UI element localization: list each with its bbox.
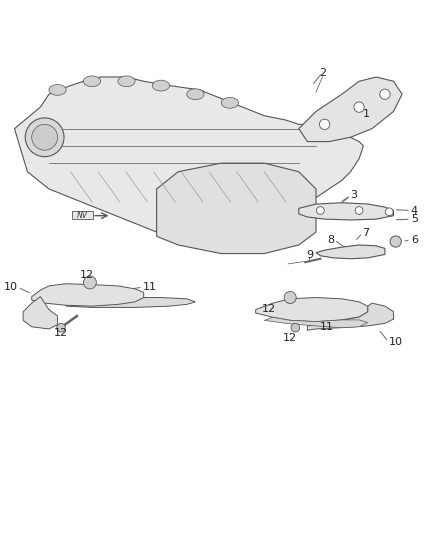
Text: NV: NV bbox=[77, 211, 88, 220]
Text: 10: 10 bbox=[389, 337, 403, 347]
Polygon shape bbox=[32, 284, 144, 306]
Polygon shape bbox=[14, 77, 364, 241]
Ellipse shape bbox=[49, 85, 66, 95]
Text: 12: 12 bbox=[283, 333, 297, 343]
FancyBboxPatch shape bbox=[72, 212, 93, 219]
Circle shape bbox=[385, 208, 393, 216]
Ellipse shape bbox=[187, 89, 204, 100]
Circle shape bbox=[319, 119, 330, 130]
Text: 12: 12 bbox=[54, 328, 68, 338]
Ellipse shape bbox=[83, 76, 101, 87]
Polygon shape bbox=[66, 297, 195, 308]
Ellipse shape bbox=[152, 80, 170, 91]
Polygon shape bbox=[157, 163, 316, 254]
Ellipse shape bbox=[32, 124, 57, 150]
Circle shape bbox=[284, 292, 296, 303]
Text: 4: 4 bbox=[411, 206, 418, 215]
Text: 1: 1 bbox=[363, 109, 370, 118]
Ellipse shape bbox=[221, 98, 238, 108]
Circle shape bbox=[390, 236, 401, 247]
Text: 10: 10 bbox=[4, 282, 18, 292]
Text: 12: 12 bbox=[80, 270, 94, 280]
Text: 12: 12 bbox=[262, 304, 276, 314]
Ellipse shape bbox=[118, 76, 135, 87]
Text: 2: 2 bbox=[319, 68, 326, 78]
Circle shape bbox=[355, 207, 363, 214]
Text: 11: 11 bbox=[143, 282, 157, 292]
Polygon shape bbox=[299, 77, 402, 142]
Circle shape bbox=[57, 324, 65, 332]
Text: 3: 3 bbox=[350, 190, 357, 200]
Polygon shape bbox=[256, 297, 367, 321]
Polygon shape bbox=[264, 317, 367, 328]
Text: 7: 7 bbox=[363, 228, 370, 238]
Circle shape bbox=[83, 276, 96, 289]
Polygon shape bbox=[23, 297, 57, 329]
Polygon shape bbox=[299, 203, 393, 220]
Text: 9: 9 bbox=[306, 250, 313, 260]
Text: 11: 11 bbox=[319, 322, 333, 332]
Text: 5: 5 bbox=[411, 214, 418, 224]
Ellipse shape bbox=[25, 118, 64, 157]
Circle shape bbox=[316, 207, 324, 214]
Circle shape bbox=[354, 102, 364, 112]
Circle shape bbox=[380, 89, 390, 99]
Circle shape bbox=[291, 324, 300, 332]
Text: 6: 6 bbox=[411, 235, 418, 245]
Polygon shape bbox=[307, 303, 393, 330]
Polygon shape bbox=[316, 245, 385, 259]
Text: 8: 8 bbox=[327, 235, 334, 245]
